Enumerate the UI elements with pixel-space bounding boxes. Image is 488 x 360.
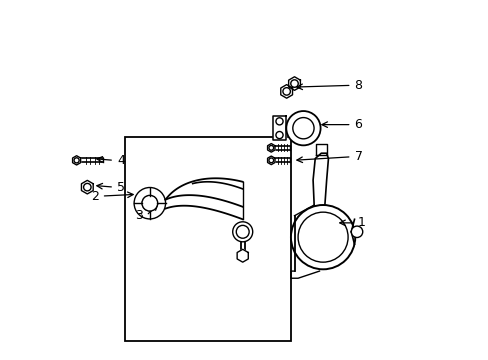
Circle shape [290, 205, 354, 269]
Text: 4: 4 [117, 154, 124, 167]
Polygon shape [315, 144, 326, 155]
Circle shape [285, 111, 320, 145]
Circle shape [142, 195, 157, 211]
Polygon shape [288, 77, 300, 90]
Circle shape [350, 226, 362, 238]
Text: 5: 5 [117, 181, 125, 194]
Text: 1: 1 [357, 216, 365, 229]
Text: 2: 2 [91, 190, 99, 203]
Bar [124, 137, 290, 341]
Text: 3: 3 [135, 209, 143, 222]
Text: 7: 7 [354, 150, 362, 163]
Circle shape [134, 188, 165, 219]
Circle shape [142, 196, 157, 211]
Polygon shape [237, 249, 248, 262]
Circle shape [232, 222, 252, 242]
Text: 8: 8 [354, 79, 362, 92]
Circle shape [275, 118, 283, 125]
Polygon shape [267, 156, 274, 165]
Polygon shape [267, 144, 274, 152]
Polygon shape [81, 180, 93, 194]
Text: 6: 6 [354, 118, 362, 131]
Polygon shape [72, 156, 81, 165]
Polygon shape [272, 116, 285, 140]
Circle shape [275, 131, 283, 139]
Polygon shape [280, 85, 292, 98]
